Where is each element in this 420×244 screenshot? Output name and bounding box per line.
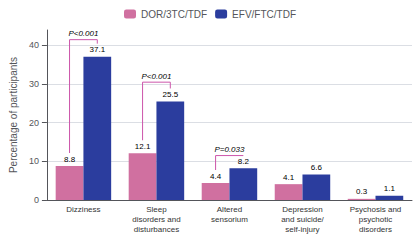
svg-text:8.2: 8.2 [238,157,250,166]
svg-text:sensorium: sensorium [211,215,248,224]
svg-text:Altered: Altered [217,205,242,214]
svg-text:20: 20 [29,118,39,128]
svg-text:10: 10 [29,156,39,166]
svg-text:30: 30 [29,79,39,89]
svg-text:disturbances: disturbances [134,225,179,234]
svg-text:Dizziness: Dizziness [66,205,100,214]
svg-text:P<0.001: P<0.001 [68,29,98,38]
svg-text:0: 0 [34,195,39,205]
svg-text:12.1: 12.1 [135,142,151,151]
svg-text:psychotic: psychotic [359,215,392,224]
svg-text:40: 40 [29,40,39,50]
svg-text:and suicide/: and suicide/ [281,215,324,224]
svg-text:25.5: 25.5 [163,90,179,99]
svg-text:self-injury: self-injury [285,225,319,234]
svg-text:8.8: 8.8 [64,155,76,164]
svg-text:Sleep: Sleep [146,205,167,214]
svg-text:4.1: 4.1 [283,173,295,182]
svg-text:EFV/FTC/TDF: EFV/FTC/TDF [232,9,296,20]
svg-text:6.6: 6.6 [311,163,323,172]
svg-text:disorders and: disorders and [132,215,180,224]
svg-text:37.1: 37.1 [90,45,106,54]
svg-text:DOR/3TC/TDF: DOR/3TC/TDF [141,9,207,20]
svg-text:Depression: Depression [282,205,322,214]
svg-text:disorders: disorders [359,225,392,234]
svg-text:1.1: 1.1 [384,184,396,193]
svg-text:0.3: 0.3 [356,187,368,196]
svg-text:P<0.001: P<0.001 [141,72,171,81]
svg-text:P=0.033: P=0.033 [214,145,245,154]
svg-text:Psychosis and: Psychosis and [350,205,402,214]
svg-text:4.4: 4.4 [210,172,222,181]
svg-text:Percentage of participants: Percentage of participants [8,57,19,173]
